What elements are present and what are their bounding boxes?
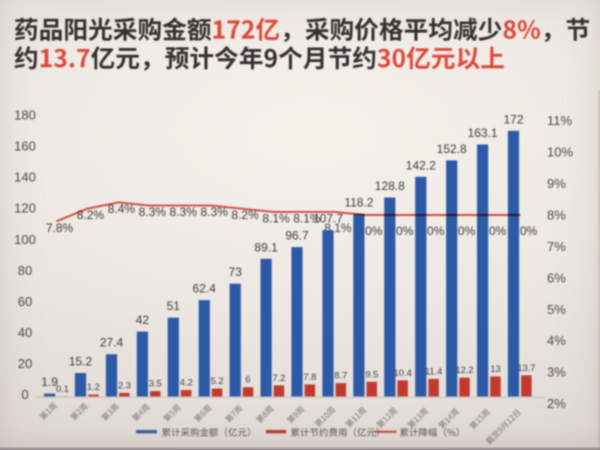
svg-text:160: 160: [14, 139, 36, 154]
svg-text:96.7: 96.7: [285, 229, 309, 243]
svg-text:128.8: 128.8: [375, 179, 405, 193]
svg-text:118.2: 118.2: [344, 195, 373, 209]
svg-text:8.4%: 8.4%: [108, 202, 136, 216]
svg-text:8.3%: 8.3%: [170, 205, 198, 219]
svg-text:100: 100: [14, 232, 36, 247]
svg-text:8.2%: 8.2%: [231, 208, 259, 222]
svg-text:60: 60: [18, 294, 32, 309]
svg-text:4.2: 4.2: [180, 378, 193, 388]
svg-text:11.4: 11.4: [425, 366, 442, 376]
svg-text:12.2: 12.2: [455, 365, 473, 375]
svg-text:120: 120: [14, 201, 36, 216]
svg-text:8.3%: 8.3%: [201, 205, 229, 219]
svg-text:2%: 2%: [547, 396, 566, 411]
svg-text:1.9: 1.9: [41, 375, 58, 389]
svg-text:9%: 9%: [547, 176, 566, 191]
svg-text:8%: 8%: [547, 208, 566, 223]
svg-text:15.2: 15.2: [69, 355, 93, 369]
svg-text:7.8: 7.8: [303, 372, 316, 382]
svg-text:13: 13: [490, 364, 500, 374]
svg-text:8.7: 8.7: [334, 371, 347, 381]
svg-text:13.7: 13.7: [517, 363, 535, 373]
svg-text:7%: 7%: [547, 239, 566, 254]
svg-text:7.2: 7.2: [273, 373, 286, 383]
svg-text:5%: 5%: [547, 302, 566, 317]
svg-text:4%: 4%: [547, 333, 566, 348]
svg-text:10.4: 10.4: [394, 368, 412, 378]
svg-text:80: 80: [18, 263, 32, 278]
svg-text:10%: 10%: [547, 145, 573, 160]
svg-text:1.2: 1.2: [87, 382, 100, 392]
svg-text:8.3%: 8.3%: [139, 205, 167, 219]
svg-text:152.8: 152.8: [437, 142, 467, 156]
svg-text:62.4: 62.4: [193, 282, 217, 296]
svg-text:6%: 6%: [547, 270, 566, 285]
svg-text:42: 42: [136, 313, 150, 327]
svg-text:6: 6: [245, 375, 250, 385]
svg-text:7.8%: 7.8%: [46, 221, 74, 235]
svg-text:11%: 11%: [547, 113, 572, 128]
svg-text:180: 180: [14, 108, 36, 123]
svg-text:27.4: 27.4: [100, 336, 124, 350]
svg-text:107.7: 107.7: [313, 212, 343, 226]
svg-text:20: 20: [18, 356, 32, 371]
svg-text:51: 51: [167, 299, 181, 313]
svg-text:172: 172: [503, 112, 523, 126]
svg-text:73: 73: [229, 265, 243, 279]
svg-text:140: 140: [14, 170, 36, 185]
svg-text:5.2: 5.2: [211, 376, 224, 386]
svg-text:3.5: 3.5: [149, 379, 162, 389]
svg-text:163.1: 163.1: [468, 126, 498, 140]
svg-text:40: 40: [18, 325, 32, 340]
svg-text:2.3: 2.3: [118, 380, 131, 390]
svg-text:8.2%: 8.2%: [77, 208, 105, 222]
svg-text:0: 0: [21, 387, 28, 402]
svg-text:9.5: 9.5: [365, 369, 378, 379]
svg-text:3%: 3%: [547, 365, 566, 380]
svg-text:0.1: 0.1: [56, 384, 69, 394]
svg-text:8.1%: 8.1%: [262, 211, 290, 225]
svg-text:8.1%: 8.1%: [293, 211, 321, 225]
svg-text:89.1: 89.1: [254, 240, 278, 254]
svg-text:142.2: 142.2: [406, 158, 436, 172]
